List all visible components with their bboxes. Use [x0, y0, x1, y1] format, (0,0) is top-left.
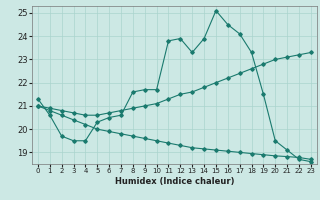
X-axis label: Humidex (Indice chaleur): Humidex (Indice chaleur) — [115, 177, 234, 186]
